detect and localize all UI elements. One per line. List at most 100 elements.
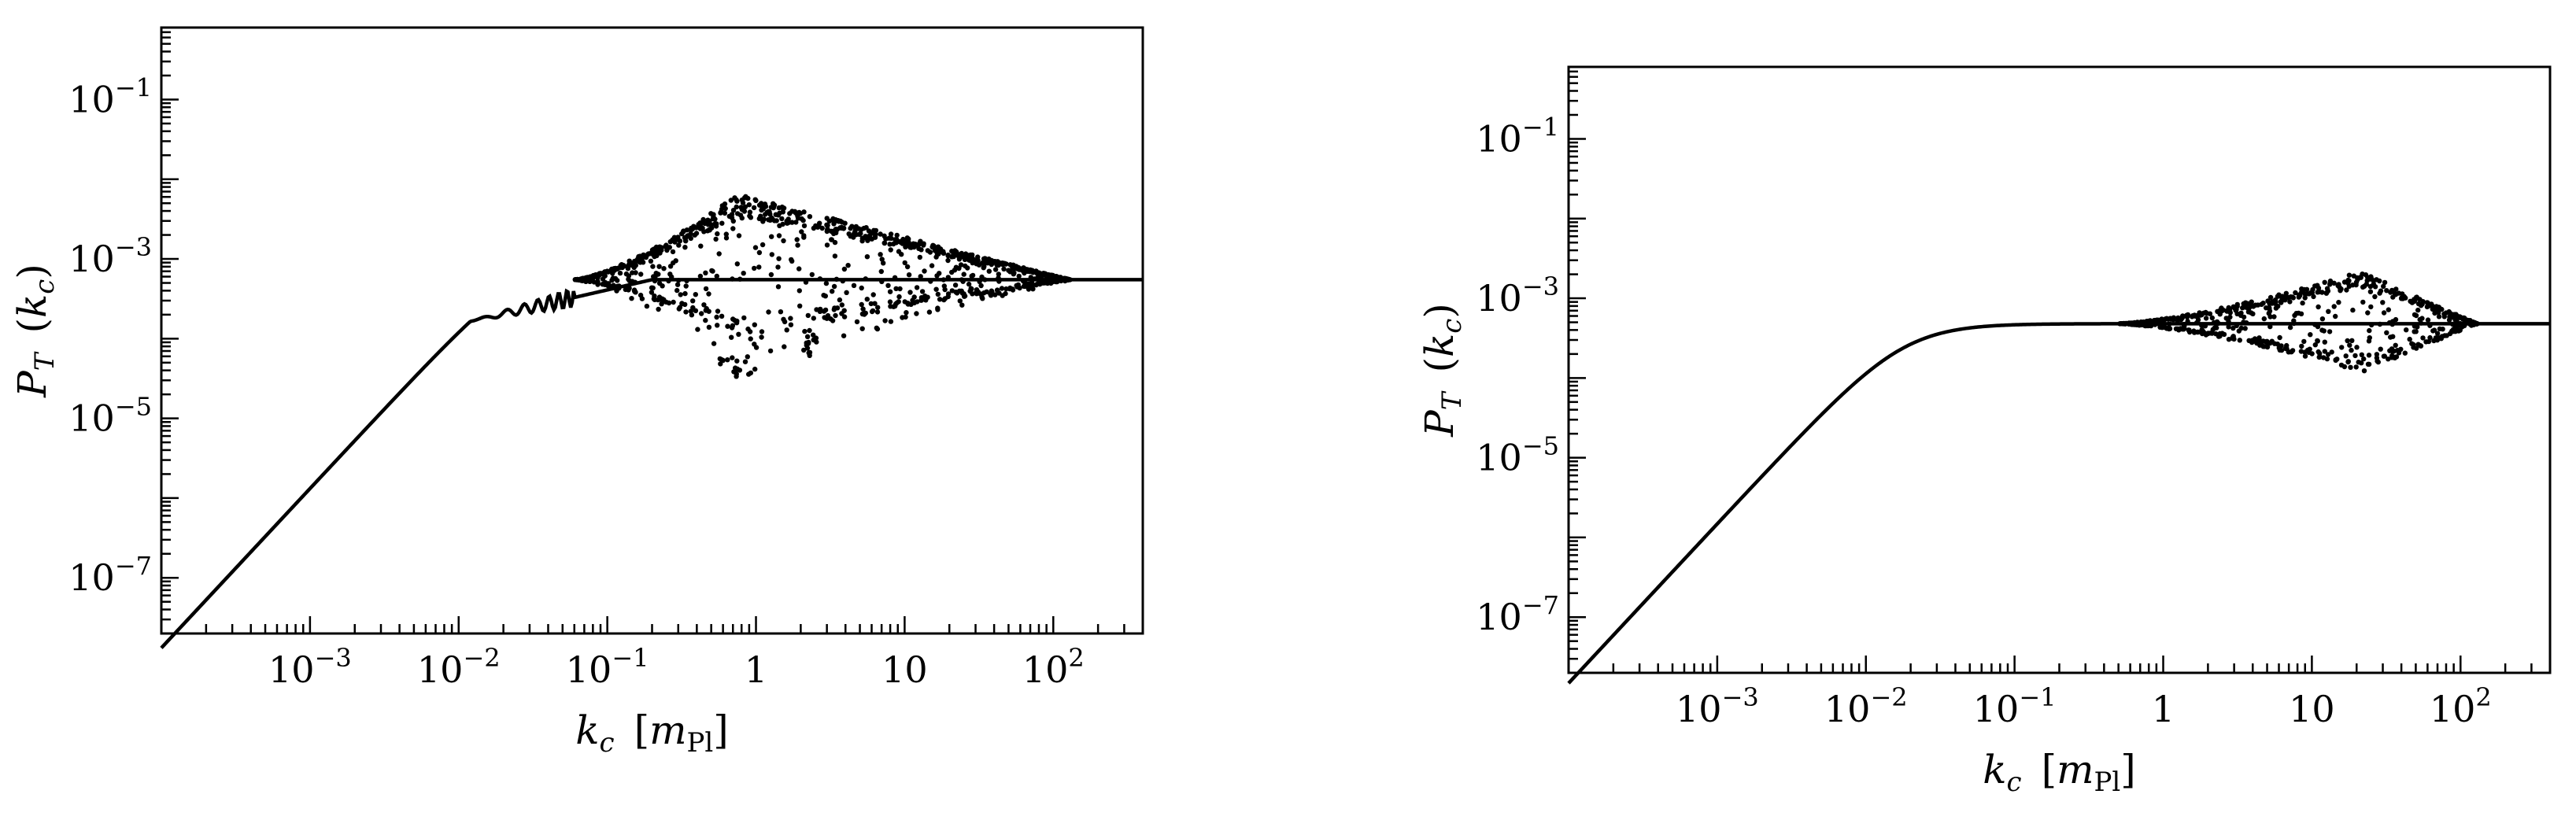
right-data-point (2199, 330, 2205, 335)
left-data-point (807, 214, 813, 220)
right-data-point (2162, 324, 2168, 331)
left-data-point (649, 290, 655, 295)
left-data-point (980, 296, 985, 301)
right-data-point (2345, 338, 2350, 344)
right-data-point (2223, 316, 2229, 321)
left-data-point (781, 238, 786, 244)
right-curve-layer (1567, 322, 2550, 685)
left-data-point (887, 299, 893, 305)
left-data-point (824, 216, 830, 221)
left-data-points (572, 194, 1073, 379)
left-data-point (649, 249, 655, 256)
right-data-point (2209, 315, 2215, 321)
left-data-point (899, 252, 904, 257)
left-data-point (881, 233, 887, 238)
left-data-point (704, 305, 709, 312)
left-data-point (837, 218, 844, 224)
right-data-point (2234, 304, 2240, 309)
right-data-point (2408, 298, 2413, 304)
left-data-point (638, 271, 644, 277)
left-data-point (602, 269, 608, 275)
left-data-point (637, 254, 642, 260)
left-data-point (815, 224, 821, 230)
left-data-point (626, 261, 632, 267)
left-data-point (667, 239, 673, 245)
left-data-point (638, 292, 644, 298)
left-panel: 10−3 10−2 10−1 1 10 102 10−7 10−5 10−3 10−1 kc [m… (9, 26, 1144, 759)
left-data-point (806, 350, 811, 356)
left-data-point (746, 371, 752, 377)
left-data-point (697, 273, 704, 279)
left-data-point (989, 288, 995, 294)
left-data-point (878, 231, 883, 237)
left-data-point (914, 311, 919, 316)
left-data-point (715, 323, 720, 328)
right-data-point (2261, 316, 2267, 322)
right-data-point (2329, 349, 2334, 355)
left-data-point (966, 281, 972, 287)
left-data-point (693, 292, 698, 297)
right-data-point (2444, 333, 2449, 338)
left-data-point (910, 297, 915, 303)
left-data-point (799, 229, 804, 235)
left-data-point (736, 331, 741, 337)
left-data-point (951, 250, 957, 256)
right-data-point (2233, 308, 2238, 313)
left-data-point (845, 263, 851, 268)
left-data-point (859, 311, 866, 317)
left-data-point (683, 283, 689, 289)
left-data-point (870, 292, 876, 297)
left-data-point (817, 220, 822, 226)
right-data-point (2287, 324, 2293, 331)
right-data-point (2309, 351, 2315, 356)
left-data-point (903, 314, 908, 320)
left-data-point (866, 228, 872, 234)
left-data-point (887, 289, 893, 294)
right-data-point (2226, 305, 2231, 311)
left-data-point (830, 289, 835, 294)
left-data-point (1006, 268, 1011, 273)
right-data-point (2267, 308, 2273, 314)
left-data-point (863, 225, 869, 231)
right-data-point (2333, 313, 2338, 320)
left-data-point (670, 249, 676, 255)
left-data-point (723, 231, 729, 237)
left-data-point (690, 298, 696, 304)
left-data-point (788, 322, 794, 327)
right-data-point (2384, 330, 2389, 335)
left-data-point (848, 226, 853, 231)
left-ticks (160, 26, 1144, 635)
right-data-point (2186, 329, 2193, 335)
left-data-point (771, 201, 776, 206)
left-data-point (788, 316, 793, 321)
left-data-point (601, 281, 606, 287)
left-x-tick-label: 102 (1022, 643, 1085, 691)
right-data-point (2307, 346, 2312, 352)
right-y-tick-label: 10−7 (1476, 590, 1559, 638)
left-data-point (747, 209, 753, 215)
left-y-tick-label: 10−5 (68, 392, 152, 440)
right-data-point (2267, 340, 2273, 346)
left-data-point (841, 314, 848, 320)
left-data-point (741, 209, 748, 214)
left-data-point (784, 218, 789, 224)
left-data-point (934, 273, 940, 279)
left-data-point (609, 277, 615, 283)
right-data-point (2175, 326, 2180, 332)
left-data-point (759, 242, 766, 248)
right-data-point (2415, 307, 2421, 313)
left-data-point (999, 286, 1005, 291)
left-data-point (706, 291, 711, 297)
right-data-point (2256, 337, 2262, 342)
right-panel: 10−3 10−2 10−1 1 10 102 10−7 10−5 10−3 10−1 kc [m… (1417, 65, 2552, 798)
left-data-point (752, 366, 758, 372)
left-data-point (1029, 283, 1036, 289)
left-data-point (873, 233, 878, 238)
right-data-point (2381, 310, 2387, 316)
right-data-point (2319, 290, 2325, 295)
left-data-point (888, 247, 893, 253)
right-power-spectrum-curve (1567, 322, 2550, 685)
left-data-point (806, 339, 811, 345)
left-data-point (609, 267, 615, 272)
left-data-point (1003, 286, 1009, 292)
